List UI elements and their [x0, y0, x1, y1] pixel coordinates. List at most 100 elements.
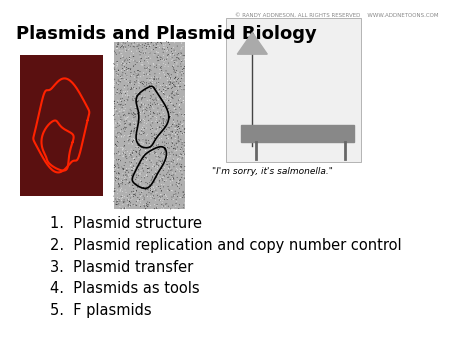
Point	[157, 95, 164, 101]
Point	[130, 202, 137, 208]
Point	[142, 201, 149, 207]
Point	[171, 60, 178, 65]
Point	[174, 124, 181, 130]
Point	[146, 72, 153, 77]
Point	[113, 144, 121, 149]
Point	[129, 142, 136, 147]
Point	[167, 153, 174, 159]
Point	[150, 43, 157, 48]
Point	[178, 172, 185, 177]
Point	[150, 193, 157, 198]
Point	[171, 58, 178, 64]
Point	[180, 53, 187, 58]
Point	[117, 206, 125, 212]
Point	[180, 100, 187, 105]
Point	[126, 159, 133, 165]
Point	[167, 114, 175, 119]
Point	[167, 179, 174, 185]
Point	[141, 175, 148, 180]
Point	[129, 183, 136, 188]
Point	[148, 177, 155, 183]
Point	[119, 206, 126, 211]
Point	[163, 136, 170, 141]
Point	[138, 93, 145, 99]
Point	[129, 168, 136, 173]
Point	[179, 67, 186, 72]
Point	[181, 145, 188, 150]
Point	[153, 42, 160, 48]
Point	[171, 142, 178, 148]
Point	[181, 151, 188, 157]
Point	[147, 100, 154, 106]
Point	[158, 112, 165, 118]
Point	[146, 182, 153, 188]
Point	[140, 193, 147, 199]
Point	[172, 136, 180, 141]
Point	[149, 84, 156, 89]
Point	[156, 179, 163, 185]
Point	[112, 134, 120, 139]
Point	[117, 74, 125, 80]
Point	[151, 79, 158, 85]
Point	[154, 125, 161, 130]
Point	[171, 104, 179, 109]
Point	[160, 87, 167, 92]
Point	[139, 171, 146, 176]
Point	[115, 139, 122, 144]
Point	[174, 43, 181, 49]
Point	[167, 78, 175, 83]
Point	[134, 170, 141, 175]
Point	[126, 122, 133, 127]
Point	[136, 190, 144, 195]
Point	[169, 80, 176, 86]
Point	[176, 178, 183, 183]
Point	[140, 109, 147, 115]
Point	[126, 106, 134, 112]
Point	[158, 136, 165, 141]
Point	[143, 172, 150, 177]
Point	[114, 191, 121, 196]
Point	[151, 152, 158, 158]
Point	[168, 135, 175, 140]
Point	[176, 75, 184, 80]
Point	[134, 198, 141, 203]
Point	[150, 52, 158, 57]
Point	[135, 140, 142, 146]
Point	[170, 102, 177, 108]
Point	[111, 126, 118, 132]
Point	[112, 113, 119, 118]
Point	[122, 106, 129, 111]
Point	[143, 121, 150, 126]
Point	[155, 52, 162, 58]
Point	[135, 138, 143, 143]
Point	[160, 104, 167, 109]
Point	[177, 79, 184, 84]
Point	[167, 52, 174, 58]
Point	[127, 131, 135, 136]
Point	[117, 98, 124, 103]
Point	[151, 85, 158, 90]
Point	[140, 157, 147, 162]
Point	[175, 186, 182, 191]
Point	[121, 119, 128, 124]
Point	[135, 177, 142, 183]
Point	[121, 139, 128, 144]
Point	[126, 152, 133, 158]
Point	[178, 131, 185, 137]
Point	[156, 124, 163, 130]
Point	[112, 107, 119, 113]
Point	[115, 170, 122, 175]
Point	[168, 46, 175, 51]
Text: © RANDY ADDNESON, ALL RIGHTS RESERVED    WWW.ADDNETOONS.COM: © RANDY ADDNESON, ALL RIGHTS RESERVED WW…	[235, 13, 439, 18]
Point	[159, 96, 166, 101]
Point	[158, 108, 166, 113]
Point	[134, 68, 141, 73]
Point	[114, 120, 121, 126]
Point	[136, 42, 144, 47]
Point	[141, 120, 148, 125]
Point	[159, 123, 166, 128]
Point	[113, 108, 121, 114]
Point	[131, 69, 138, 75]
Point	[148, 178, 155, 184]
Point	[120, 44, 127, 49]
